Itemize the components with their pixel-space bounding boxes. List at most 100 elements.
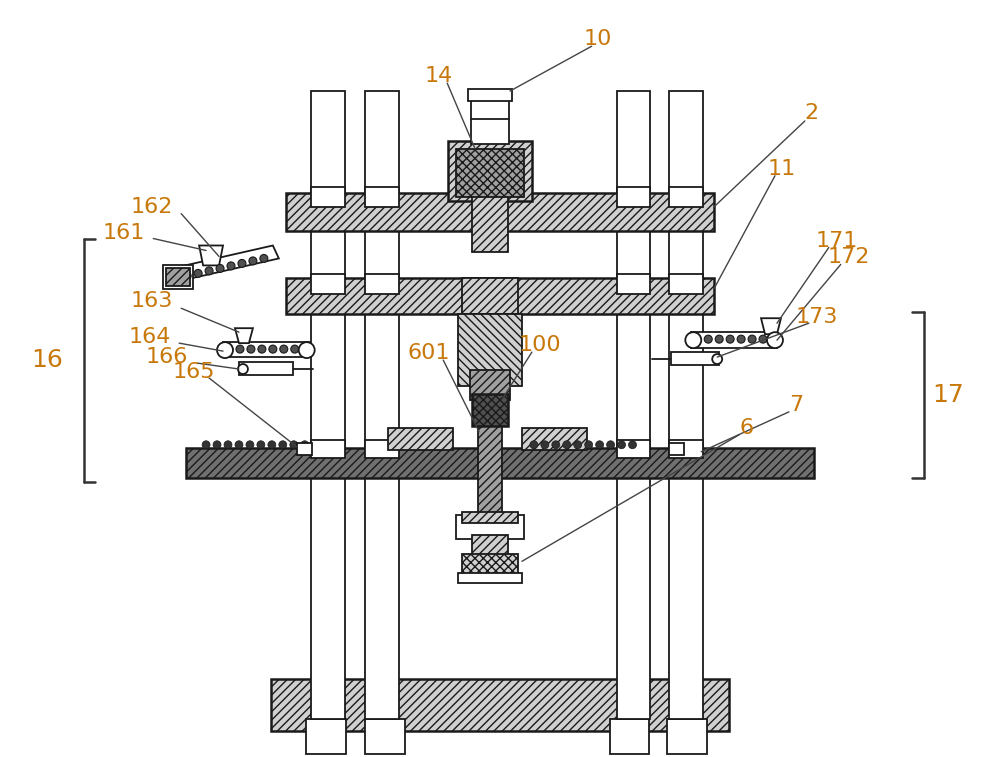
Text: 173: 173: [796, 307, 838, 327]
Bar: [462, 554, 518, 576]
Circle shape: [194, 269, 202, 277]
Circle shape: [213, 441, 221, 449]
Circle shape: [748, 335, 756, 343]
Circle shape: [224, 441, 232, 449]
Bar: [163, 266, 193, 289]
Polygon shape: [199, 245, 223, 266]
Text: 163: 163: [130, 291, 172, 311]
Circle shape: [618, 441, 626, 449]
Polygon shape: [223, 342, 309, 357]
Bar: [522, 428, 587, 450]
Bar: [388, 428, 453, 450]
Bar: [617, 187, 650, 207]
Circle shape: [235, 441, 243, 449]
Bar: [471, 119, 509, 144]
Bar: [297, 443, 312, 455]
Bar: [456, 149, 524, 197]
Circle shape: [704, 335, 712, 343]
Text: 11: 11: [768, 159, 796, 179]
Bar: [186, 447, 814, 478]
Bar: [669, 187, 703, 207]
Circle shape: [685, 332, 701, 348]
Text: 171: 171: [816, 231, 858, 251]
Circle shape: [585, 441, 593, 449]
Circle shape: [607, 441, 615, 449]
Circle shape: [596, 441, 604, 449]
Circle shape: [238, 364, 248, 374]
Circle shape: [290, 441, 298, 449]
Text: 100: 100: [519, 335, 561, 355]
Bar: [610, 718, 649, 754]
Bar: [617, 91, 650, 718]
Text: 17: 17: [932, 383, 964, 407]
Circle shape: [726, 335, 734, 343]
Bar: [311, 440, 345, 458]
Circle shape: [225, 345, 233, 353]
Text: 161: 161: [102, 223, 145, 242]
Circle shape: [205, 267, 213, 275]
Circle shape: [279, 441, 287, 449]
Circle shape: [246, 441, 254, 449]
Polygon shape: [691, 332, 777, 348]
Circle shape: [172, 274, 180, 282]
Circle shape: [299, 342, 315, 358]
Bar: [617, 440, 650, 458]
Circle shape: [574, 441, 582, 449]
Bar: [669, 274, 703, 294]
Circle shape: [712, 354, 722, 364]
Bar: [462, 512, 518, 524]
Circle shape: [268, 441, 276, 449]
Circle shape: [693, 335, 701, 343]
Bar: [667, 718, 707, 754]
Circle shape: [257, 441, 265, 449]
Text: 10: 10: [583, 30, 612, 49]
Bar: [470, 370, 510, 400]
Text: 165: 165: [173, 362, 215, 382]
Bar: [458, 314, 522, 386]
Circle shape: [217, 342, 233, 358]
Bar: [617, 274, 650, 294]
Text: 16: 16: [32, 348, 64, 372]
Bar: [365, 440, 399, 458]
Bar: [472, 535, 508, 567]
Circle shape: [280, 345, 288, 353]
Circle shape: [301, 441, 309, 449]
Bar: [671, 352, 719, 365]
Bar: [448, 141, 532, 201]
Bar: [669, 91, 703, 718]
Circle shape: [737, 335, 745, 343]
Circle shape: [530, 441, 538, 449]
Bar: [462, 279, 518, 314]
Circle shape: [291, 345, 299, 353]
Bar: [286, 279, 714, 314]
Text: 14: 14: [424, 66, 452, 86]
Circle shape: [247, 345, 255, 353]
Bar: [456, 516, 524, 540]
Circle shape: [759, 335, 767, 343]
Circle shape: [767, 332, 783, 348]
Text: 7: 7: [789, 395, 803, 415]
Bar: [472, 193, 508, 253]
Bar: [311, 91, 345, 718]
Circle shape: [227, 262, 235, 270]
Bar: [306, 718, 346, 754]
Bar: [468, 89, 512, 101]
Text: 166: 166: [146, 347, 188, 367]
Text: 164: 164: [128, 327, 170, 347]
Circle shape: [236, 345, 244, 353]
Bar: [166, 269, 190, 286]
Circle shape: [258, 345, 266, 353]
Polygon shape: [163, 245, 279, 283]
Bar: [311, 274, 345, 294]
Bar: [365, 91, 399, 718]
Bar: [478, 424, 502, 516]
Text: 172: 172: [828, 248, 870, 267]
Circle shape: [249, 257, 257, 265]
Circle shape: [260, 254, 268, 263]
Circle shape: [216, 264, 224, 273]
Circle shape: [202, 441, 210, 449]
Polygon shape: [761, 318, 781, 334]
Circle shape: [552, 441, 560, 449]
Bar: [271, 679, 729, 731]
Bar: [365, 718, 405, 754]
